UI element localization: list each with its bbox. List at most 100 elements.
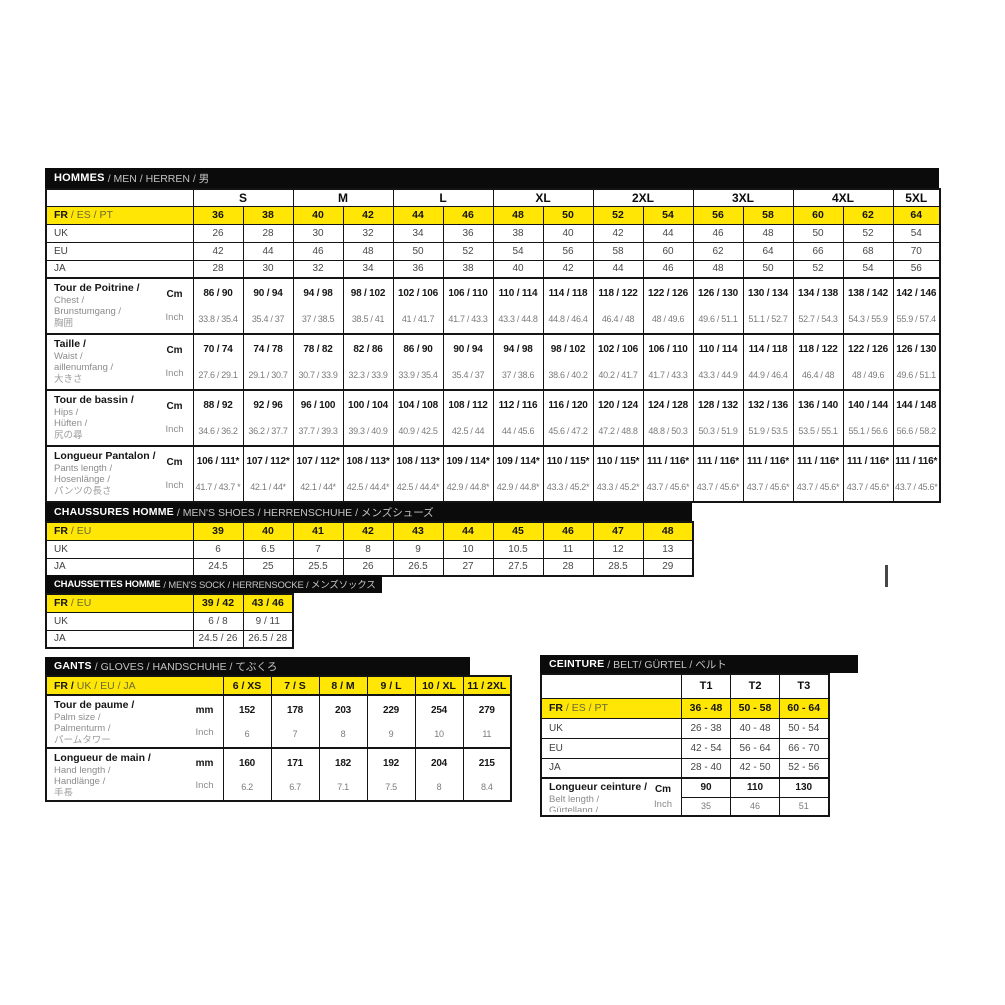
value-cm: 138 / 142 bbox=[848, 288, 888, 300]
value-cm: 78 / 82 bbox=[303, 344, 333, 356]
value-inch: 43.3 / 44.9 bbox=[698, 369, 738, 380]
value-inch: 49.6 / 51.1 bbox=[896, 369, 937, 380]
value-cell: 52 bbox=[842, 223, 894, 243]
measure-name-alt: Hand length / bbox=[54, 764, 111, 776]
value-cm: 110 bbox=[730, 777, 781, 798]
value-inch: 43.3 / 45.2* bbox=[546, 481, 590, 492]
row-label: UK bbox=[45, 223, 194, 243]
value-cell: 9 / 11 bbox=[242, 611, 294, 631]
value-cell: 122 / 126 48 / 49.6 bbox=[642, 277, 694, 335]
measure-name-alt: 大きさ bbox=[54, 373, 83, 385]
row-label-primary: UK bbox=[54, 543, 68, 555]
value-cm: 126 / 130 bbox=[896, 344, 937, 356]
value-cm: 90 bbox=[681, 777, 732, 798]
unit-label-bottom: Inch bbox=[165, 480, 184, 491]
value-inch: 43.3 / 44.8 bbox=[498, 313, 538, 324]
value-cm: 111 / 116* bbox=[847, 456, 889, 468]
measure-name-alt: Hosenlänge / bbox=[54, 474, 110, 485]
value-cm: 96 / 100 bbox=[300, 400, 336, 412]
value-cell: 42 bbox=[542, 259, 594, 279]
size-cell: 40 bbox=[292, 205, 344, 225]
value-inch: 41 / 41.7 bbox=[401, 313, 435, 324]
shoes-size-table: FR / EU 39 40 41 42 43 44 45 46 47 48 UK 6 6.5 7 8 9 10 10… bbox=[45, 521, 694, 577]
measure-name-alt: Chest / bbox=[54, 294, 85, 306]
value-cm: 74 / 78 bbox=[253, 344, 283, 356]
value-cell: 192 7.5 bbox=[366, 747, 416, 802]
size-cell: 44 bbox=[392, 205, 444, 225]
value-inch: 48.8 / 50.3 bbox=[648, 425, 688, 436]
value-cell: 171 6.7 bbox=[270, 747, 320, 802]
measure-label-cell: Longueur ceinture / Belt length / Gürtella… bbox=[540, 777, 683, 817]
value-cm: 90 / 94 bbox=[253, 288, 283, 300]
value-cell: 86 / 90 33.9 / 35.4 bbox=[392, 333, 444, 391]
row-label-primary: UK bbox=[54, 615, 68, 627]
measure-name: Longueur ceinture / bbox=[549, 782, 648, 793]
value-cm: 215 bbox=[478, 757, 495, 769]
row-label: JA bbox=[45, 259, 194, 279]
size-cell: 46 bbox=[542, 521, 594, 541]
value-cell: 140 / 144 55.1 / 56.6 bbox=[842, 389, 894, 447]
size-cell: 9 / L bbox=[366, 675, 416, 696]
value-cm: 182 bbox=[334, 757, 352, 769]
unit-column: Cm Inch bbox=[159, 451, 191, 497]
measure-row: Taille / Waist / aillenumfang / 大きさ Cm Inch 70… bbox=[45, 333, 941, 391]
value-cm: 86 / 90 bbox=[203, 288, 233, 300]
value-cell: 132 / 136 51.9 / 53.5 bbox=[742, 389, 794, 447]
value-cm: 106 / 110 bbox=[648, 344, 688, 356]
value-cm: 142 / 146 bbox=[896, 288, 937, 300]
value-inch: 42.1 / 44* bbox=[300, 481, 336, 492]
size-group-header: 3XL bbox=[692, 188, 794, 207]
value-cell: 111 / 116* 43.7 / 45.6* bbox=[792, 445, 844, 503]
value-cell: 66 bbox=[792, 241, 844, 261]
value-inch: 47.2 / 48.8 bbox=[598, 425, 638, 436]
size-group-header: XL bbox=[492, 188, 594, 207]
value-cell: 40 bbox=[492, 259, 544, 279]
measure-name-alt: パンツの長さ bbox=[54, 485, 112, 497]
value-cell: 38 bbox=[492, 223, 544, 243]
size-cell: 42 bbox=[342, 521, 394, 541]
value-cell: 106 / 111* 41.7 / 43.7 * bbox=[192, 445, 244, 503]
value-cell: 6 bbox=[192, 539, 244, 559]
value-inch: 35 bbox=[681, 796, 732, 817]
table-row: EU 42 44 46 48 50 52 54 56 58 60 62 64 66 68 70 bbox=[45, 241, 941, 261]
value-cm: 107 / 112* bbox=[296, 456, 340, 468]
value-inch: 42.5 / 44 bbox=[451, 425, 485, 436]
value-cell: 52 - 56 bbox=[779, 757, 830, 779]
value-cell: 40 bbox=[542, 223, 594, 243]
value-cell: 34 bbox=[342, 259, 394, 279]
row-label-primary: FR bbox=[54, 525, 68, 538]
value-cell: 109 / 114* 42.9 / 44.8* bbox=[492, 445, 544, 503]
measure-name: Longueur de main / bbox=[54, 753, 151, 764]
belt-length-cm-row: Longueur ceinture / Belt length / Gürtella… bbox=[540, 777, 830, 817]
size-cell: 50 bbox=[542, 205, 594, 225]
value-inch: 43.7 / 45.6* bbox=[746, 481, 790, 492]
size-cell: 58 bbox=[742, 205, 794, 225]
size-cell: 41 bbox=[292, 521, 344, 541]
socks-section-title: CHAUSSETTES HOMME bbox=[54, 578, 161, 590]
size-group-header: 5XL bbox=[892, 188, 941, 207]
measure-name: Tour de paume / bbox=[54, 700, 135, 711]
measure-label-cell: Tour de paume / Palm size / Palmenturm / パー… bbox=[45, 694, 224, 749]
value-inch: 37 / 38.6 bbox=[501, 369, 535, 380]
value-cm: 130 / 134 bbox=[748, 288, 788, 300]
value-cell: 96 / 100 37.7 / 39.3 bbox=[292, 389, 344, 447]
value-cell: 204 8 bbox=[414, 747, 464, 802]
gloves-section-bar: GANTS / GLOVES / HANDSCHUHE / てぶくろ bbox=[45, 657, 470, 675]
belt-header-row: T1 T2 T3 bbox=[540, 673, 830, 699]
value-inch: 34.6 / 36.2 bbox=[198, 425, 238, 436]
value-cell: 134 / 138 52.7 / 54.3 bbox=[792, 277, 844, 335]
measure-name: Taille / bbox=[54, 339, 86, 350]
value-cell: 102 / 106 41 / 41.7 bbox=[392, 277, 444, 335]
size-cell: 39 bbox=[192, 521, 244, 541]
value-cell: 100 / 104 39.3 / 40.9 bbox=[342, 389, 394, 447]
value-inch: 6 bbox=[244, 728, 250, 739]
size-cell: 48 bbox=[642, 521, 694, 541]
value-cell: 92 / 96 36.2 / 37.7 bbox=[242, 389, 294, 447]
value-cell: 25.5 bbox=[292, 557, 344, 577]
value-cell: 110 / 115* 43.3 / 45.2* bbox=[542, 445, 594, 503]
value-cell: 42 bbox=[192, 241, 244, 261]
value-cell: 58 bbox=[592, 241, 644, 261]
row-label: FR / UK / EU / JA bbox=[45, 675, 224, 696]
unit-label-bottom: Inch bbox=[195, 779, 214, 791]
